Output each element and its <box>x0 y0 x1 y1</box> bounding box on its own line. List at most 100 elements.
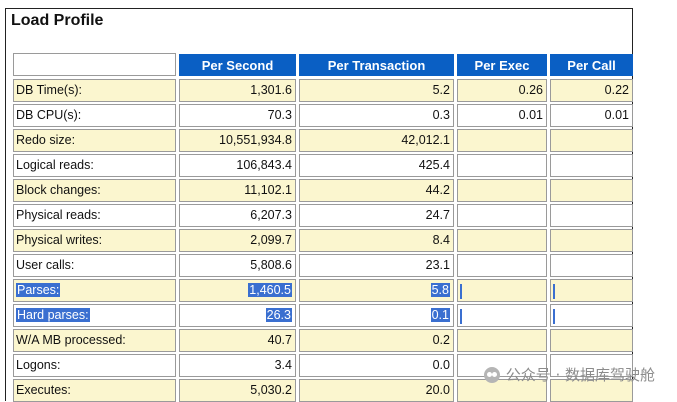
row-label-text: Block changes: <box>16 183 101 197</box>
row-label-text: Logons: <box>16 358 61 372</box>
watermark: 公众号 · 数据库驾驶舱 <box>483 364 655 385</box>
cell-value: 70.3 <box>267 108 292 122</box>
header-blank-cell <box>13 53 176 76</box>
selection-caret <box>553 284 555 299</box>
row-label-text: Parses: <box>16 283 61 297</box>
cell-value: 0.1 <box>430 308 450 322</box>
cell-value: 0.0 <box>432 358 450 372</box>
row-label-text: Physical reads: <box>16 208 101 222</box>
selection-caret <box>460 284 462 299</box>
selection-caret <box>553 309 555 324</box>
cell-per-second: 1,301.6 <box>179 79 296 102</box>
column-header-per-call: Per Call <box>550 54 633 76</box>
cell-per-exec <box>457 129 547 152</box>
cell-per-transaction: 0.0 <box>299 354 454 377</box>
cell-value: 44.2 <box>425 183 450 197</box>
cell-per-second: 3.4 <box>179 354 296 377</box>
cell-per-transaction: 0.1 <box>299 304 454 327</box>
cell-per-second: 5,030.2 <box>179 379 296 402</box>
cell-per-second: 40.7 <box>179 329 296 352</box>
cell-per-transaction: 24.7 <box>299 204 454 227</box>
cell-value: 0.26 <box>518 83 543 97</box>
cell-per-transaction: 20.0 <box>299 379 454 402</box>
cell-per-second: 6,207.3 <box>179 204 296 227</box>
cell-value: 40.7 <box>267 333 292 347</box>
cell-per-exec <box>457 329 547 352</box>
cell-value: 26.3 <box>265 308 292 322</box>
row-label-text: DB Time(s): <box>16 83 82 97</box>
cell-value: 0.01 <box>604 108 629 122</box>
cell-per-call <box>550 154 633 177</box>
column-header-per-second: Per Second <box>179 54 296 76</box>
cell-per-exec <box>457 154 547 177</box>
cell-per-call <box>550 329 633 352</box>
cell-per-call: 0.22 <box>550 79 633 102</box>
cell-per-exec <box>457 304 547 327</box>
column-header-per-transaction: Per Transaction <box>299 54 454 76</box>
row-label: Hard parses: <box>13 304 176 327</box>
row-label: User calls: <box>13 254 176 277</box>
cell-per-second: 70.3 <box>179 104 296 127</box>
cell-per-transaction: 23.1 <box>299 254 454 277</box>
cell-per-exec <box>457 254 547 277</box>
cell-per-exec <box>457 229 547 252</box>
cell-per-call <box>550 279 633 302</box>
cell-value: 11,102.1 <box>244 183 292 197</box>
cell-value: 0.2 <box>432 333 450 347</box>
row-label-text: DB CPU(s): <box>16 108 82 122</box>
selection-caret <box>460 309 462 324</box>
cell-per-exec: 0.26 <box>457 79 547 102</box>
row-label-text: Physical writes: <box>16 233 103 247</box>
cell-per-transaction: 5.8 <box>299 279 454 302</box>
cell-value: 20.0 <box>425 383 450 397</box>
cell-value: 23.1 <box>425 258 450 272</box>
cell-per-transaction: 0.2 <box>299 329 454 352</box>
cell-per-call <box>550 229 633 252</box>
cell-per-transaction: 5.2 <box>299 79 454 102</box>
cell-per-second: 106,843.4 <box>179 154 296 177</box>
row-label: Executes: <box>13 379 176 402</box>
cell-value: 8.4 <box>432 233 450 247</box>
page-title: Load Profile <box>11 12 104 29</box>
cell-value: 3.4 <box>274 358 292 372</box>
cell-per-transaction: 8.4 <box>299 229 454 252</box>
cell-per-second: 26.3 <box>179 304 296 327</box>
cell-per-second: 11,102.1 <box>179 179 296 202</box>
cell-per-transaction: 42,012.1 <box>299 129 454 152</box>
cell-value: 10,551,934.8 <box>219 133 292 147</box>
cell-per-call <box>550 179 633 202</box>
column-header-per-exec: Per Exec <box>457 54 547 76</box>
cell-per-exec <box>457 354 547 377</box>
cell-per-second: 1,460.5 <box>179 279 296 302</box>
row-label: Physical reads: <box>13 204 176 227</box>
row-label-text: Executes: <box>16 383 71 397</box>
row-label-text: Redo size: <box>16 133 76 147</box>
cell-per-transaction: 0.3 <box>299 104 454 127</box>
row-label: DB CPU(s): <box>13 104 176 127</box>
wechat-icon <box>483 366 500 383</box>
cell-per-call <box>550 254 633 277</box>
row-label-text: User calls: <box>16 258 75 272</box>
cell-value: 0.22 <box>604 83 629 97</box>
cell-value: 106,843.4 <box>236 158 292 172</box>
row-label-text: W/A MB processed: <box>16 333 126 347</box>
row-label: Parses: <box>13 279 176 302</box>
row-label-text: Hard parses: <box>16 308 90 322</box>
cell-per-exec: 0.01 <box>457 104 547 127</box>
cell-per-call <box>550 354 633 377</box>
cell-value: 5,808.6 <box>250 258 292 272</box>
cell-per-exec <box>457 179 547 202</box>
cell-per-second: 10,551,934.8 <box>179 129 296 152</box>
cell-per-transaction: 425.4 <box>299 154 454 177</box>
cell-value: 5.2 <box>432 83 450 97</box>
row-label: Redo size: <box>13 129 176 152</box>
row-label: Physical writes: <box>13 229 176 252</box>
cell-per-second: 5,808.6 <box>179 254 296 277</box>
row-label: Block changes: <box>13 179 176 202</box>
watermark-text: 公众号 · 数据库驾驶舱 <box>505 366 655 384</box>
cell-value: 0.01 <box>518 108 543 122</box>
cell-value: 5,030.2 <box>250 383 292 397</box>
cell-value: 42,012.1 <box>401 133 450 147</box>
row-label: Logons: <box>13 354 176 377</box>
row-label: Logical reads: <box>13 154 176 177</box>
